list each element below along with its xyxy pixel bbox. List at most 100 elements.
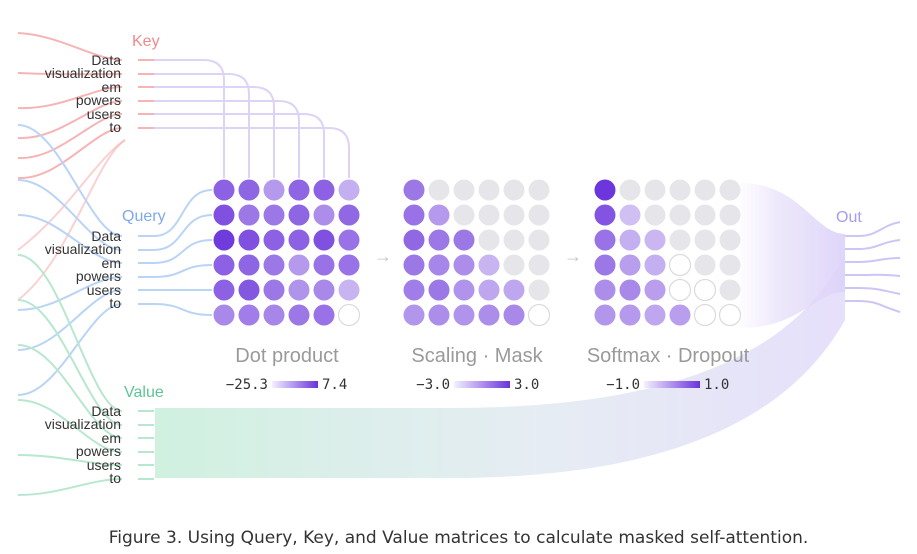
matrix-cell: [503, 229, 525, 251]
out-lines: [845, 221, 901, 313]
out-line: [857, 257, 901, 263]
query-token: users: [87, 282, 121, 298]
key-label: Key: [132, 33, 160, 50]
query-to-matrix-line: [153, 264, 213, 278]
query-input-line: [17, 303, 123, 396]
key-to-matrix-line: [154, 73, 250, 178]
matrix-cell: [338, 254, 360, 276]
matrix-cell: [694, 204, 716, 226]
matrix-cell: [403, 254, 425, 276]
range-min: −3.0: [416, 377, 450, 393]
matrix-cell: [263, 254, 285, 276]
value-token-labels: Data visualization em powers users to: [45, 403, 121, 486]
query-token: to: [109, 295, 121, 311]
key-token: visualization: [45, 65, 121, 81]
range-gradient-bar: [454, 381, 510, 388]
matrix-cell: [453, 254, 475, 276]
matrix-cell: [263, 279, 285, 301]
key-to-matrix-line: [154, 59, 225, 178]
matrix-cell: [238, 254, 260, 276]
matrix-cell: [503, 304, 525, 326]
value-lines: [17, 254, 154, 496]
key-token: powers: [76, 92, 121, 108]
matrix-cell: [263, 229, 285, 251]
range-min: −25.3: [226, 377, 268, 393]
scaling-mask-matrix: [403, 179, 551, 327]
matrix-cell: [338, 229, 360, 251]
out-label: Out: [836, 209, 862, 226]
matrix-cell: [619, 204, 641, 226]
key-token: Data: [91, 52, 121, 68]
matrix-cell-empty: [693, 303, 717, 327]
key-token: users: [87, 106, 121, 122]
matrix-cell: [478, 279, 500, 301]
matrix-cell: [403, 179, 425, 201]
range-max: 7.4: [322, 377, 347, 393]
key-cross-line: [17, 139, 126, 251]
matrix-cell: [478, 254, 500, 276]
matrix-cell: [403, 204, 425, 226]
matrix-cell: [453, 204, 475, 226]
matrix-cell: [694, 229, 716, 251]
matrix-cell: [428, 179, 450, 201]
key-lines: [17, 32, 350, 301]
range-min: −1.0: [606, 377, 640, 393]
value-input-line: [17, 344, 123, 439]
query-input-line: [17, 214, 123, 264]
query-token: powers: [76, 268, 121, 284]
query-input-line: [17, 276, 123, 311]
matrix-cell: [313, 204, 335, 226]
matrix-cell: [288, 254, 310, 276]
matrix-cell: [288, 204, 310, 226]
matrix-cell: [428, 279, 450, 301]
matrix-cell: [719, 179, 741, 201]
out-line: [857, 221, 901, 237]
figure-caption: Figure 3. Using Query, Key, and Value ma…: [108, 528, 809, 548]
dot-product-matrix: [213, 179, 361, 327]
matrix-cell: [478, 204, 500, 226]
query-token: em: [102, 255, 121, 271]
matrix-cell: [288, 279, 310, 301]
matrix-cell: [644, 229, 666, 251]
matrix-cell: [213, 229, 235, 251]
value-token: users: [87, 457, 121, 473]
matrix-cell: [644, 254, 666, 276]
matrix-cell: [453, 179, 475, 201]
value-flow-band: [155, 255, 845, 478]
matrix-cell: [528, 254, 550, 276]
matrix-cell: [594, 229, 616, 251]
matrix-cell: [338, 204, 360, 226]
stage-title-dot-product: Dot product: [235, 345, 339, 367]
matrix-cell: [594, 204, 616, 226]
matrix-cell: [288, 179, 310, 201]
range-max: 1.0: [704, 377, 729, 393]
matrix-cell: [213, 179, 235, 201]
matrix-cell: [428, 254, 450, 276]
value-input-line: [17, 478, 123, 496]
matrix-cell: [288, 304, 310, 326]
matrix-cell: [453, 304, 475, 326]
key-input-line: [17, 86, 123, 110]
matrix-cell: [594, 304, 616, 326]
key-token-labels: Data visualization em powers users to: [45, 52, 121, 135]
matrix-cell: [288, 229, 310, 251]
matrix-cell: [238, 179, 260, 201]
attention-to-output-flow: [740, 183, 845, 328]
key-to-matrix-line: [154, 127, 350, 178]
query-input-line: [17, 124, 123, 237]
out-line: [857, 287, 901, 295]
value-token: Data: [91, 403, 121, 419]
range-gradient-bar: [644, 381, 700, 388]
query-to-matrix-line: [153, 214, 213, 251]
key-input-line: [17, 127, 123, 180]
matrix-cell: [619, 229, 641, 251]
value-input-line: [17, 454, 123, 466]
matrix-cell: [238, 229, 260, 251]
matrix-cell: [669, 304, 691, 326]
matrix-cell: [644, 279, 666, 301]
matrix-cell: [403, 279, 425, 301]
query-to-matrix-line: [153, 189, 213, 237]
matrix-cell: [338, 279, 360, 301]
value-token: visualization: [45, 416, 121, 432]
